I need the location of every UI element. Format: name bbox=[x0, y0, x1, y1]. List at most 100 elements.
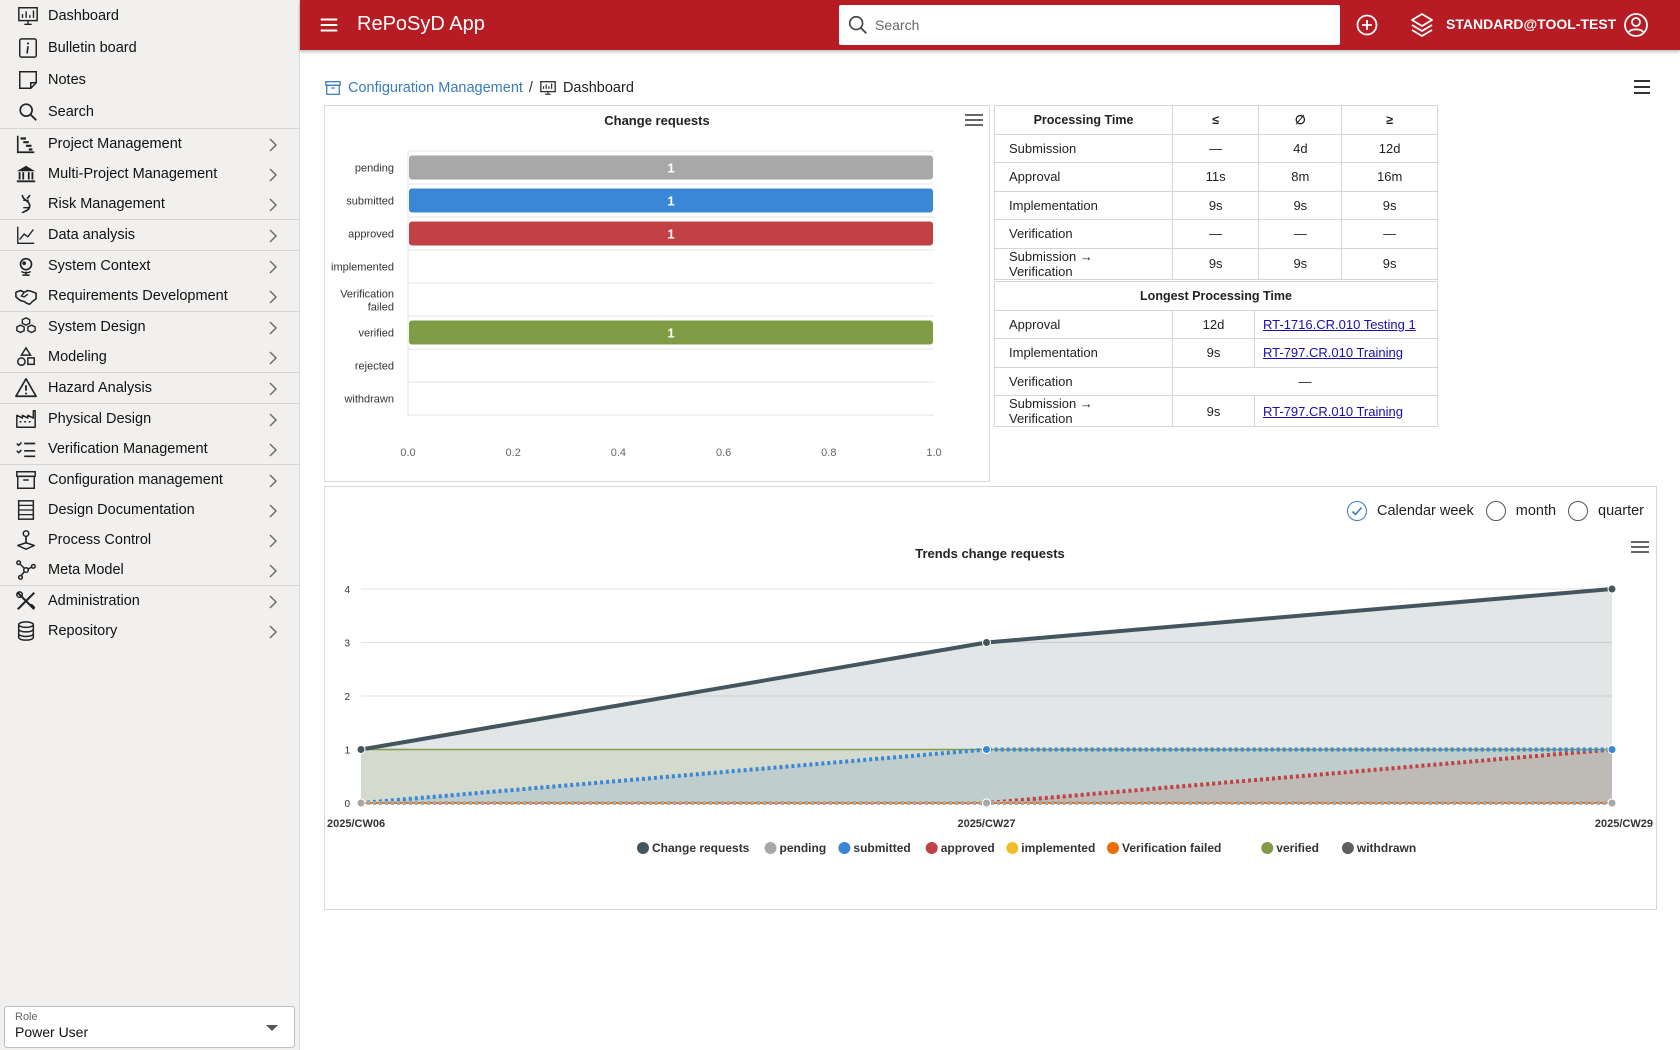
breadcrumb-configuration-management[interactable]: Configuration Management bbox=[348, 80, 523, 96]
chevron-right-icon bbox=[265, 442, 281, 458]
legend-item-submitted[interactable]: submitted bbox=[838, 841, 911, 855]
chevron-right-icon bbox=[265, 381, 281, 397]
line-submitted[interactable] bbox=[360, 747, 1612, 805]
legend-item-withdrawn[interactable]: withdrawn bbox=[1341, 841, 1416, 855]
layers-icon[interactable] bbox=[1410, 12, 1434, 38]
radio-unchecked-icon bbox=[1568, 501, 1589, 521]
chart-menu-icon[interactable] bbox=[965, 114, 983, 128]
legend-item-change-requests[interactable]: Change requests bbox=[637, 841, 750, 855]
add-circle-icon[interactable] bbox=[1355, 13, 1379, 37]
empty-cell: — bbox=[1172, 366, 1438, 396]
menu-icon[interactable] bbox=[318, 14, 340, 36]
category-label: Verification bbox=[340, 289, 394, 301]
table-row: Approval 11s 8m 16m bbox=[994, 162, 1438, 192]
dashboard-icon bbox=[16, 4, 40, 28]
point-change-requests[interactable] bbox=[982, 638, 991, 647]
bar-submitted[interactable] bbox=[409, 188, 933, 213]
x-tick-label: 0.2 bbox=[506, 447, 521, 459]
point-pending[interactable] bbox=[356, 798, 366, 808]
category-label: rejected bbox=[355, 361, 394, 373]
sidebar-item-configuration-management[interactable]: Configuration management bbox=[0, 464, 299, 495]
time-cell: 4d bbox=[1258, 133, 1343, 163]
role-value: Power User bbox=[15, 1024, 89, 1040]
category-label: submitted bbox=[346, 196, 394, 208]
chart-menu-icon[interactable] bbox=[1631, 541, 1649, 555]
sidebar-item-label: Modeling bbox=[48, 349, 107, 365]
sidebar-item-multi-project-management[interactable]: Multi-Project Management bbox=[0, 159, 299, 189]
chevron-right-icon bbox=[265, 137, 281, 153]
period-radio-month[interactable]: month bbox=[1485, 501, 1556, 521]
sidebar-item-search[interactable]: Search bbox=[0, 96, 299, 128]
point-submitted[interactable] bbox=[1607, 745, 1617, 754]
stage-cell: Submission bbox=[994, 133, 1173, 163]
sidebar-item-administration[interactable]: Administration bbox=[0, 585, 299, 616]
sidebar-item-project-management[interactable]: Project Management bbox=[0, 128, 299, 159]
user-label[interactable]: STANDARD@TOOL-TEST bbox=[1446, 16, 1617, 32]
sidebar-item-design-documentation[interactable]: Design Documentation bbox=[0, 495, 299, 525]
time-cell: — bbox=[1341, 219, 1438, 249]
legend-item-verification-failed[interactable]: Verification failed bbox=[1107, 841, 1221, 855]
legend-item-verified[interactable]: verified bbox=[1261, 841, 1319, 855]
breadcrumb: Configuration Management / Dashboard bbox=[324, 78, 634, 98]
sidebar-item-risk-management[interactable]: Risk Management bbox=[0, 189, 299, 219]
sidebar-item-dashboard[interactable]: Dashboard bbox=[0, 0, 299, 32]
radio-label: quarter bbox=[1598, 503, 1644, 519]
sidebar-item-label: Physical Design bbox=[48, 411, 152, 427]
stage-cell: Implementation bbox=[994, 190, 1173, 220]
category-label: failed bbox=[368, 302, 394, 314]
bar-approved[interactable] bbox=[409, 221, 933, 246]
point-pending[interactable] bbox=[982, 798, 991, 808]
point-submitted[interactable] bbox=[982, 745, 991, 754]
sidebar-item-physical-design[interactable]: Physical Design bbox=[0, 403, 299, 434]
sidebar-item-system-context[interactable]: System Context bbox=[0, 250, 299, 281]
processing-col-header: ∅ bbox=[1258, 105, 1343, 135]
period-radio-quarter[interactable]: quarter bbox=[1568, 501, 1644, 521]
account-circle-icon[interactable] bbox=[1623, 12, 1649, 38]
time-cell: 9s bbox=[1258, 247, 1343, 280]
sidebar-item-system-design[interactable]: System Design bbox=[0, 311, 299, 342]
role-label: Role bbox=[15, 1011, 38, 1023]
legend-item-implemented[interactable]: implemented bbox=[1006, 841, 1095, 855]
database-icon bbox=[14, 619, 38, 643]
point-change-requests[interactable] bbox=[356, 745, 366, 754]
time-cell: 8m bbox=[1258, 162, 1343, 192]
table-row: Verification — — — bbox=[994, 219, 1438, 249]
legend-item-pending[interactable]: pending bbox=[764, 841, 827, 855]
search-box[interactable] bbox=[839, 5, 1340, 45]
sidebar-item-label: Multi-Project Management bbox=[48, 166, 218, 182]
role-select[interactable]: Role Power User bbox=[4, 1006, 295, 1048]
chevron-right-icon bbox=[265, 167, 281, 183]
point-pending[interactable] bbox=[1607, 798, 1617, 808]
page-menu-icon[interactable] bbox=[1632, 78, 1652, 96]
sidebar-item-repository[interactable]: Repository bbox=[0, 616, 299, 646]
sidebar-item-meta-model[interactable]: Meta Model bbox=[0, 555, 299, 585]
sidebar-item-data-analysis[interactable]: Data analysis bbox=[0, 219, 299, 250]
table-row: Approval 12d RT-1716.CR.010 Testing 1 bbox=[994, 309, 1438, 339]
sidebar-item-process-control[interactable]: Process Control bbox=[0, 525, 299, 555]
sidebar-item-label: Bulletin board bbox=[48, 40, 137, 56]
point-change-requests[interactable] bbox=[1607, 584, 1617, 594]
time-cell: 9s bbox=[1171, 190, 1260, 220]
checklist-icon bbox=[14, 437, 38, 461]
change-request-link[interactable]: RT-1716.CR.010 Testing 1 bbox=[1263, 316, 1416, 332]
legend-marker bbox=[637, 842, 649, 854]
chevron-right-icon bbox=[265, 259, 281, 275]
sidebar-item-modeling[interactable]: Modeling bbox=[0, 342, 299, 372]
longest-processing-table: Longest Processing Time Approval 12d RT-17… bbox=[994, 281, 1438, 427]
sidebar-item-bulletin-board[interactable]: Bulletin board bbox=[0, 32, 299, 64]
sidebar-item-hazard-analysis[interactable]: Hazard Analysis bbox=[0, 372, 299, 403]
stage-cell: Approval bbox=[994, 309, 1173, 339]
sidebar-item-notes[interactable]: Notes bbox=[0, 64, 299, 96]
shapes-icon bbox=[14, 345, 38, 369]
sidebar-item-requirements-development[interactable]: Requirements Development bbox=[0, 281, 299, 311]
table-row: Submission → Verification 9s RT-797.CR.010… bbox=[994, 395, 1438, 427]
change-request-link[interactable]: RT-797.CR.010 Training bbox=[1263, 345, 1403, 361]
sidebar-item-verification-management[interactable]: Verification Management bbox=[0, 434, 299, 464]
change-request-link[interactable]: RT-797.CR.010 Training bbox=[1263, 403, 1403, 419]
search-input[interactable] bbox=[875, 13, 1325, 37]
legend-item-approved[interactable]: approved bbox=[925, 841, 995, 855]
bar-verified[interactable] bbox=[409, 320, 933, 345]
bar-pending[interactable] bbox=[409, 155, 933, 180]
period-radio-calendar-week[interactable]: Calendar week bbox=[1347, 501, 1474, 521]
time-cell: — bbox=[1171, 133, 1260, 163]
